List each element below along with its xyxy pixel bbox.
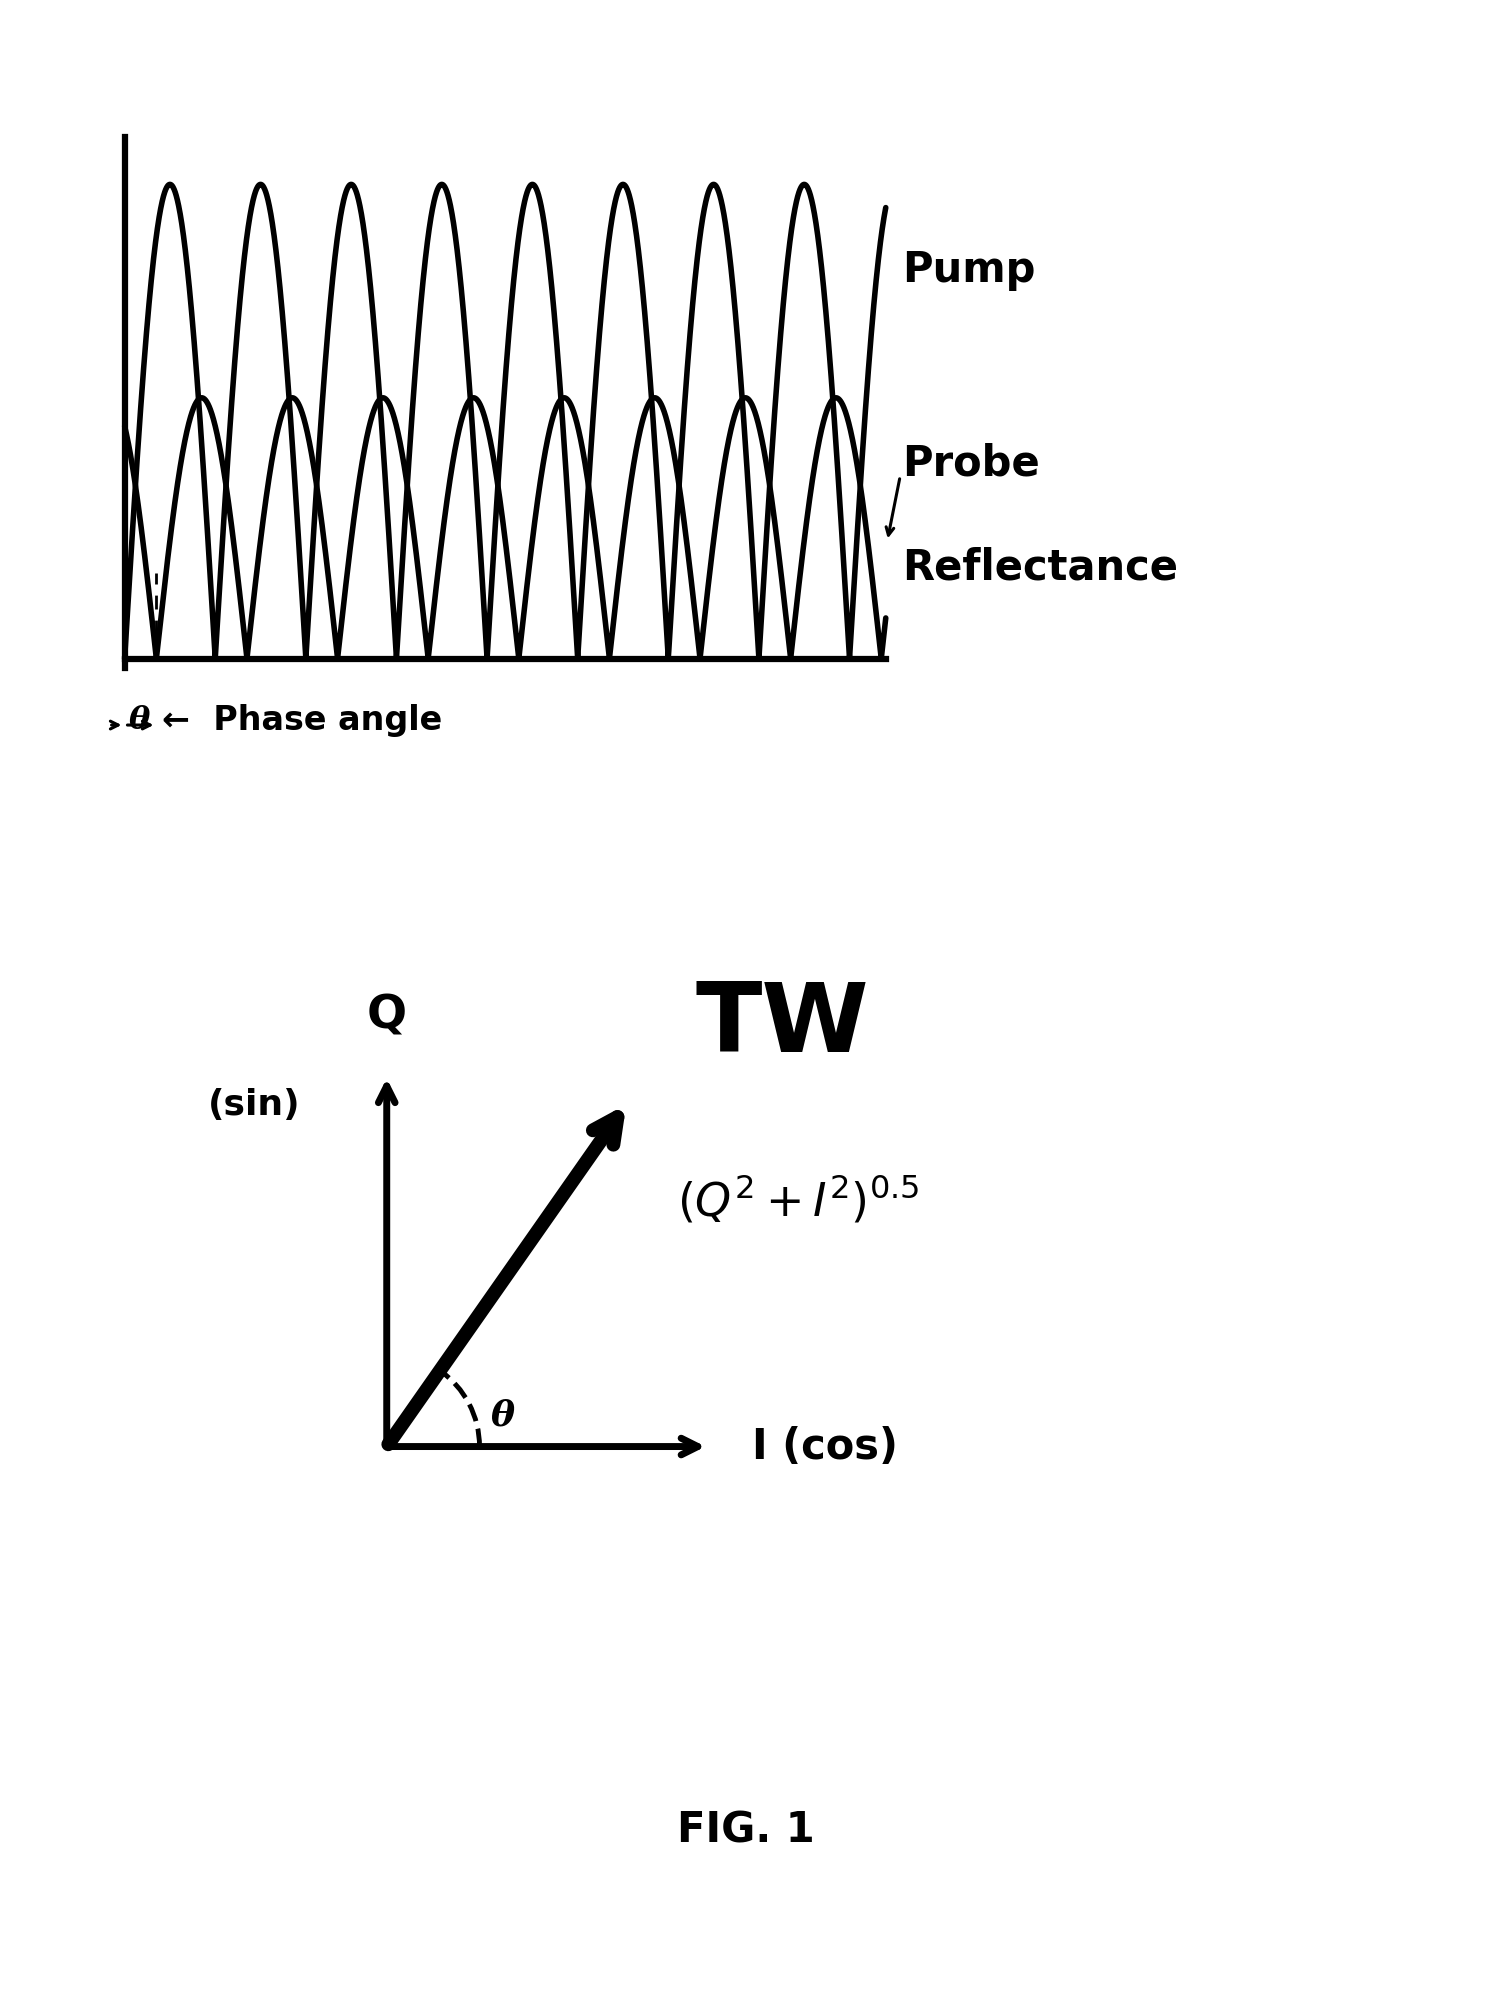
Text: Q: Q (367, 992, 407, 1039)
Text: (sin): (sin) (207, 1089, 300, 1123)
Text: Reflectance: Reflectance (901, 546, 1177, 588)
Text: FIG. 1: FIG. 1 (677, 1811, 815, 1851)
Text: $(Q^2 + I^2)^{0.5}$: $(Q^2 + I^2)^{0.5}$ (677, 1173, 921, 1225)
Text: θ: θ (491, 1399, 515, 1433)
Text: TW: TW (695, 978, 870, 1073)
Text: Pump: Pump (901, 248, 1035, 290)
Text: θ: θ (130, 704, 151, 736)
Text: Probe: Probe (901, 442, 1040, 484)
Text: I (cos): I (cos) (752, 1425, 898, 1467)
Text: ←  Phase angle: ← Phase angle (161, 704, 442, 736)
